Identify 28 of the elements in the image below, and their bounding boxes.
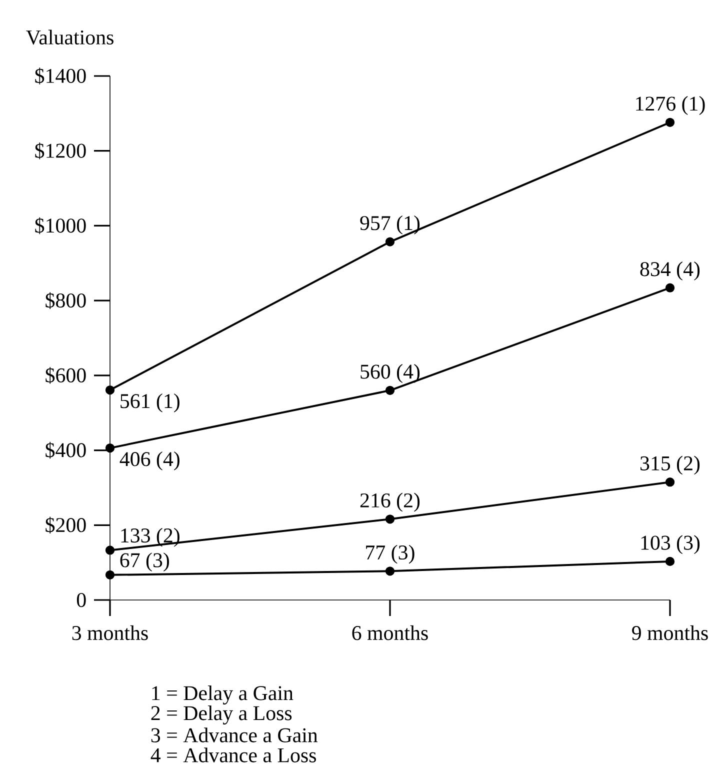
y-axis-title: Valuations <box>26 30 114 45</box>
x-tick-label: 3 months <box>72 625 148 640</box>
data-label: 133 (2) <box>121 528 180 547</box>
data-label: 1276 (1) <box>636 96 705 115</box>
x-tick-label: 9 months <box>632 625 708 640</box>
data-label: 560 (4) <box>360 364 420 383</box>
data-label: 67 (3) <box>120 552 169 572</box>
y-tick-label: $800 <box>46 292 86 309</box>
data-label: 103 (3) <box>641 535 700 554</box>
text: 3 = Advance a Gain <box>151 728 318 742</box>
y-tick-label: 0 <box>76 592 86 608</box>
text: 1 = Delay a Gain <box>152 686 294 704</box>
data-label: 315 (2) <box>640 456 700 475</box>
y-tick-label: $1200 <box>35 142 86 160</box>
text: 4 = Advance a Loss <box>150 748 316 762</box>
y-tick-label: $1400 <box>35 68 86 84</box>
x-tick-label: 6 months <box>352 625 428 640</box>
data-label: 406 (4) <box>120 451 180 470</box>
data-label: 216 (2) <box>360 492 420 512</box>
data-label: 561 (1) <box>120 393 180 412</box>
y-tick-label: $600 <box>46 367 86 384</box>
data-label: 957 (1) <box>360 215 420 234</box>
text: 2 = Delay a Loss <box>151 706 292 724</box>
data-label: 77 (3) <box>366 544 414 564</box>
y-tick-label: $400 <box>46 442 86 459</box>
y-tick-label: $200 <box>46 516 86 534</box>
y-tick-label: $1000 <box>35 217 86 234</box>
data-label: 834 (4) <box>640 261 700 280</box>
